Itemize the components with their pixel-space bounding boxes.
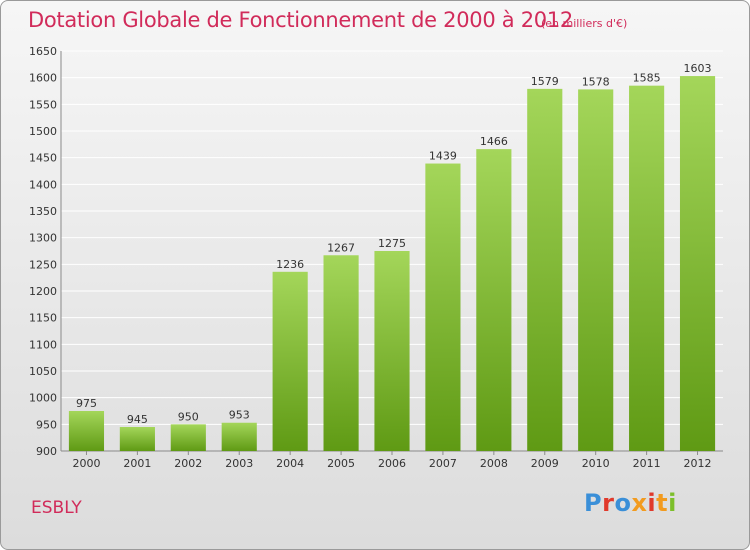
bar-2012 bbox=[679, 76, 716, 452]
x-tick-label: 2002 bbox=[174, 457, 202, 470]
y-tick-label: 1050 bbox=[29, 365, 57, 378]
data-label-2003: 953 bbox=[229, 409, 250, 422]
y-tick-label: 1000 bbox=[29, 392, 57, 405]
data-label-2001: 945 bbox=[127, 413, 148, 426]
x-tick-label: 2009 bbox=[531, 457, 559, 470]
bar-layer bbox=[68, 76, 716, 452]
y-tick-label: 1200 bbox=[29, 285, 57, 298]
label-layer: 975 945 950 953 1236 1267 1275 1439 1466 1579 1578… bbox=[76, 62, 712, 426]
logo-letter: t bbox=[656, 489, 669, 517]
logo-letter: P bbox=[584, 489, 603, 517]
bar-2001 bbox=[119, 427, 155, 451]
chart-title: Dotation Globale de Fonctionnement de 20… bbox=[28, 8, 573, 32]
y-tick-label: 1500 bbox=[29, 125, 57, 138]
y-tick-label: 1450 bbox=[29, 152, 57, 165]
bar-2005 bbox=[323, 255, 359, 451]
y-tick-label: 900 bbox=[36, 445, 57, 458]
y-tick-label: 1250 bbox=[29, 258, 57, 271]
data-label-2002: 950 bbox=[178, 410, 199, 423]
x-tick-label: 2011 bbox=[633, 457, 661, 470]
bar-2010 bbox=[578, 89, 614, 452]
axis-layer: 900 950 1000 1050 1100 1150 1200 1250 1300 1350 14… bbox=[29, 45, 723, 470]
logo-letter: i bbox=[668, 489, 677, 517]
data-label-2007: 1439 bbox=[429, 150, 457, 163]
y-tick-label: 1650 bbox=[29, 45, 57, 58]
data-label-2000: 975 bbox=[76, 397, 97, 410]
bar-2004 bbox=[272, 271, 308, 451]
logo-letter: x bbox=[631, 489, 648, 517]
data-label-2010: 1578 bbox=[582, 75, 610, 88]
logo-letter: r bbox=[602, 489, 615, 517]
data-label-2006: 1275 bbox=[378, 237, 406, 250]
data-label-2004: 1236 bbox=[276, 258, 304, 271]
x-tick-label: 2006 bbox=[378, 457, 406, 470]
data-label-2008: 1466 bbox=[480, 135, 508, 148]
bar-2000 bbox=[68, 411, 105, 451]
x-tick-label: 2001 bbox=[123, 457, 151, 470]
logo-letter: i bbox=[647, 489, 657, 517]
data-label-2005: 1267 bbox=[327, 241, 355, 254]
x-tick-label: 2007 bbox=[429, 457, 457, 470]
bar-2007 bbox=[425, 163, 461, 452]
logo-letter: o bbox=[614, 489, 632, 517]
bar-2009 bbox=[527, 88, 563, 451]
y-tick-label: 1600 bbox=[29, 72, 57, 85]
data-label-2011: 1585 bbox=[633, 72, 661, 85]
data-label-2012: 1603 bbox=[684, 62, 712, 75]
bar-2003 bbox=[221, 422, 257, 451]
y-tick-label: 1300 bbox=[29, 232, 57, 245]
bar-2002 bbox=[170, 424, 206, 451]
bar-2011 bbox=[629, 85, 665, 452]
x-tick-label: 2010 bbox=[582, 457, 610, 470]
proxiti-logo[interactable]: Proxiti bbox=[584, 489, 677, 517]
y-tick-label: 1550 bbox=[29, 98, 57, 111]
y-tick-label: 1150 bbox=[29, 312, 57, 325]
x-tick-label: 2012 bbox=[684, 457, 712, 470]
x-tick-label: 2003 bbox=[225, 457, 253, 470]
bar-2006 bbox=[374, 251, 410, 451]
chart-subtitle: (en milliers d'€) bbox=[541, 17, 628, 30]
y-tick-label: 1100 bbox=[29, 338, 57, 351]
commune-name: ESBLY bbox=[31, 498, 82, 518]
y-tick-label: 950 bbox=[36, 418, 57, 431]
x-tick-label: 2008 bbox=[480, 457, 508, 470]
x-tick-label: 2005 bbox=[327, 457, 355, 470]
y-tick-label: 1400 bbox=[29, 178, 57, 191]
data-label-2009: 1579 bbox=[531, 75, 559, 88]
y-tick-label: 1350 bbox=[29, 205, 57, 218]
x-tick-label: 2000 bbox=[72, 457, 100, 470]
x-tick-label: 2004 bbox=[276, 457, 304, 470]
bar-2008 bbox=[476, 149, 512, 451]
